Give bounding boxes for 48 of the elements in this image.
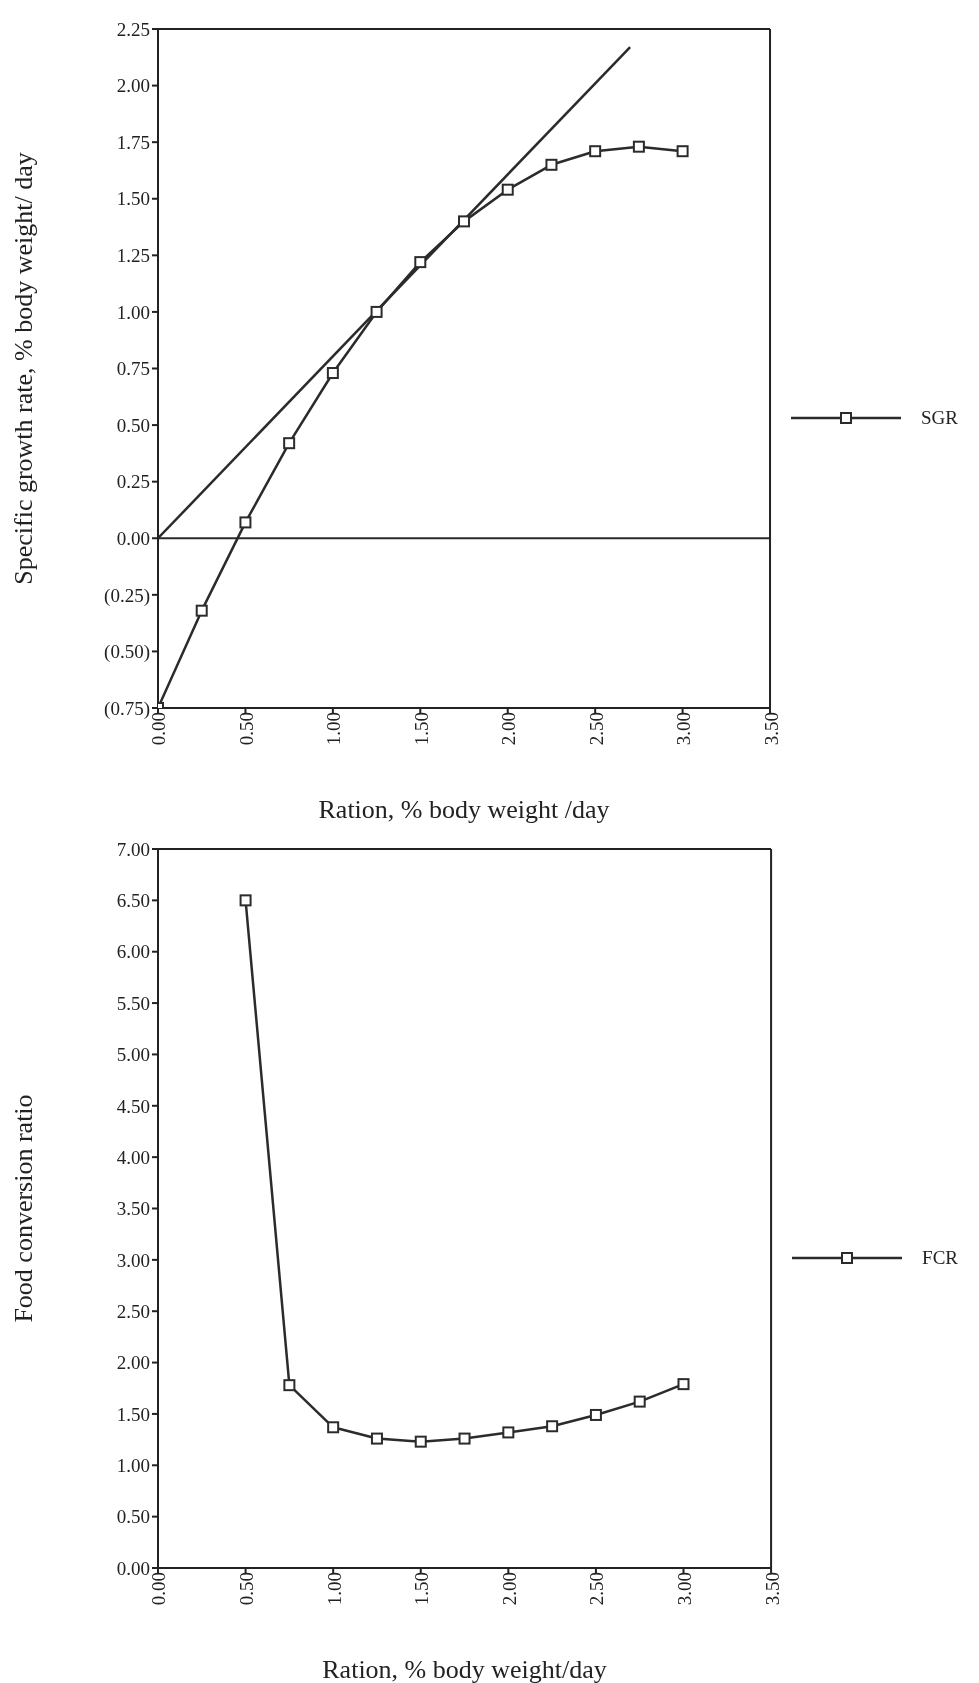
x-tick-label: 0.50 [236, 1572, 258, 1606]
y-tick-label: 1.25 [116, 245, 150, 267]
y-tick-label: 4.50 [116, 1095, 150, 1117]
x-axis-title: Ration, % body weight/day [322, 1655, 607, 1683]
x-tick-label: 0.50 [235, 712, 257, 746]
x-tick-label: 1.00 [323, 1572, 345, 1606]
y-tick-label: 1.00 [116, 1455, 150, 1477]
y-tick-label: 1.75 [116, 131, 150, 153]
y-tick-label: 5.00 [116, 1044, 150, 1066]
y-tick-label: (0.50) [104, 641, 150, 664]
x-axis-title: Ration, % body weight /day [318, 795, 610, 824]
y-tick-label: 7.00 [116, 838, 150, 860]
x-tick-label: 1.50 [410, 712, 432, 746]
y-tick-label: 3.00 [116, 1249, 150, 1271]
y-tick-label: 5.50 [116, 992, 150, 1014]
y-tick-label: 0.00 [116, 1557, 150, 1579]
x-tick-label: 3.00 [673, 712, 695, 746]
y-tick-label: 4.00 [116, 1146, 150, 1168]
x-tick-label: 3.50 [760, 712, 782, 746]
y-tick-label: 2.50 [116, 1300, 150, 1322]
y-tick-label: 2.00 [116, 75, 150, 97]
x-tick-label: 2.50 [585, 712, 607, 746]
y-tick-label: 6.50 [116, 890, 150, 912]
y-tick-label: 1.00 [116, 301, 150, 323]
y-tick-label: 2.25 [116, 18, 150, 40]
y-tick-label: 0.50 [116, 414, 150, 436]
x-tick-label: 2.50 [586, 1572, 608, 1606]
x-tick-label: 3.50 [761, 1572, 783, 1606]
y-tick-label: 6.00 [116, 941, 150, 963]
y-axis-title: Specific growth rate, % body weight/ day [9, 152, 39, 585]
y-tick-label: 1.50 [116, 1403, 150, 1425]
y-tick-label: 3.50 [116, 1198, 150, 1220]
text: FCR [922, 1247, 958, 1269]
y-tick-label: 0.25 [116, 471, 150, 493]
y-tick-label: (0.25) [104, 584, 150, 607]
y-tick-label: 0.50 [116, 1506, 150, 1528]
y-tick-label: 0.75 [116, 358, 150, 380]
y-tick-label: 0.00 [116, 527, 150, 549]
y-tick-label: 2.00 [116, 1352, 150, 1374]
x-tick-label: 3.00 [673, 1572, 695, 1606]
x-tick-label: 1.00 [323, 712, 345, 746]
y-tick-label: (0.75) [104, 697, 150, 720]
text: SGR [921, 407, 958, 429]
x-tick-label: 2.00 [498, 712, 520, 746]
y-tick-label: 1.50 [116, 188, 150, 210]
x-tick-label: 1.50 [411, 1572, 433, 1606]
x-tick-label: 2.00 [498, 1572, 520, 1606]
y-axis-title: Food conversion ratio [9, 1094, 39, 1323]
